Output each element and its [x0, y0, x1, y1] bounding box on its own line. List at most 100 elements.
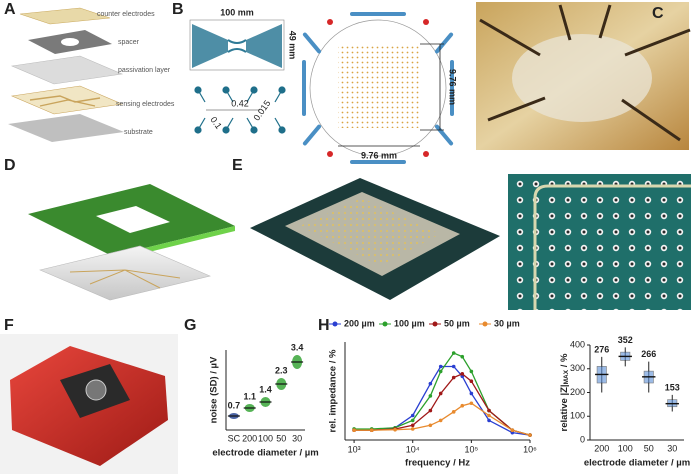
- point: [460, 354, 465, 359]
- microscope-photo: [508, 174, 691, 310]
- traces: [29, 95, 101, 107]
- point: [451, 364, 456, 369]
- value-label: 266: [641, 349, 656, 359]
- y-tick-label: 400: [570, 339, 585, 349]
- layer-hole: [61, 38, 79, 46]
- x-tick-label: 100: [618, 443, 633, 453]
- point: [410, 418, 415, 423]
- chip-layer: [39, 245, 211, 301]
- point: [510, 428, 515, 433]
- x-axis-label: electrode diameter / µm: [584, 458, 690, 469]
- panel-d: D: [4, 157, 235, 301]
- dim-label: 100 mm: [220, 7, 254, 17]
- value-label: 0.7: [228, 400, 241, 410]
- point: [460, 372, 465, 376]
- trace-fan: [192, 24, 282, 68]
- y-tick-label: 300: [570, 363, 585, 373]
- x-tick-label: 30: [292, 433, 302, 443]
- panel-label: E: [232, 157, 243, 174]
- y-axis-label: noise (SD) / µV: [209, 356, 220, 423]
- layer-label: sensing electrodes: [116, 101, 175, 108]
- point: [438, 369, 443, 374]
- layer-label: substrate: [124, 129, 153, 136]
- point: [428, 423, 433, 428]
- panel-label: G: [184, 317, 196, 334]
- point: [438, 418, 443, 423]
- value-label: 352: [618, 335, 633, 345]
- value-label: 3.4: [291, 342, 304, 352]
- x-tick-label: 10⁴: [406, 444, 420, 454]
- panel-f: F: [0, 317, 178, 474]
- panel-label: H: [318, 317, 330, 334]
- y-axis-label: relative |Z|MAX / %: [559, 353, 570, 431]
- point: [469, 401, 474, 406]
- legend-label: 200 µm: [344, 318, 375, 328]
- layer: [8, 114, 124, 142]
- point: [438, 391, 443, 396]
- point: [410, 427, 415, 431]
- point: [469, 379, 474, 384]
- panel-label: A: [4, 1, 16, 18]
- point: [369, 428, 374, 433]
- spacer-hole: [96, 206, 170, 233]
- point: [438, 364, 443, 369]
- panel-label: D: [4, 157, 16, 174]
- point: [451, 410, 456, 414]
- charts: electrode diameter / µm noise (SD) / µV SC…: [209, 318, 691, 468]
- point: [410, 413, 415, 418]
- point: [487, 408, 491, 413]
- point: [428, 394, 433, 398]
- point: [460, 403, 465, 408]
- layer-label: counter electrodes: [97, 11, 155, 18]
- reference-dots: [327, 19, 429, 157]
- point: [428, 381, 433, 386]
- center: [227, 39, 247, 53]
- detail: [194, 86, 286, 134]
- electrode-array: [338, 46, 420, 128]
- chamber: [512, 34, 652, 122]
- point: [451, 351, 456, 355]
- point: [352, 428, 356, 433]
- point: [487, 418, 491, 423]
- y-tick-label: 0: [580, 434, 585, 444]
- y-tick-label: 200: [570, 387, 585, 397]
- dimension-lines: [338, 43, 444, 147]
- x-tick-label: 10⁶: [523, 444, 537, 454]
- x-tick-label: 200: [594, 443, 609, 453]
- point: [469, 369, 474, 374]
- y-tick-label: 100: [570, 411, 585, 421]
- value-label: 1.1: [243, 391, 256, 401]
- x-tick-label: 10³: [348, 444, 361, 454]
- chamber: [309, 19, 447, 157]
- dim-label: 0.42: [231, 98, 249, 108]
- series-line: [354, 402, 531, 436]
- layer: [19, 7, 111, 25]
- point: [428, 408, 433, 413]
- point: [487, 413, 491, 418]
- counter-electrodes: [302, 12, 454, 164]
- x-tick-label: 200: [242, 433, 257, 443]
- x-tick-label: 100: [258, 433, 273, 443]
- dim-label: 49 mm: [288, 31, 298, 60]
- x-tick-label: 50: [276, 433, 286, 443]
- chip-electrodes: [300, 198, 440, 266]
- board-outline: [189, 19, 285, 71]
- legend-label: 100 µm: [394, 318, 425, 328]
- chamber-edge: [533, 184, 691, 310]
- traces: [69, 269, 181, 289]
- point: [410, 423, 415, 428]
- layer-label: passivation layer: [118, 67, 171, 74]
- y-axis-label-part: MAX: [563, 369, 570, 384]
- series-line: [354, 373, 531, 436]
- point: [451, 375, 456, 380]
- dim-label: 0.015: [251, 98, 272, 122]
- value-label: 1.4: [259, 384, 272, 394]
- layer-label: spacer: [118, 39, 140, 46]
- y-axis-label-part: / %: [559, 353, 570, 370]
- panel-label: C: [652, 5, 664, 22]
- y-axis-label-part: relative |Z|: [559, 384, 570, 431]
- value-label: 153: [665, 382, 680, 392]
- x-tick-label: 50: [644, 443, 654, 453]
- panel-label: B: [172, 1, 184, 18]
